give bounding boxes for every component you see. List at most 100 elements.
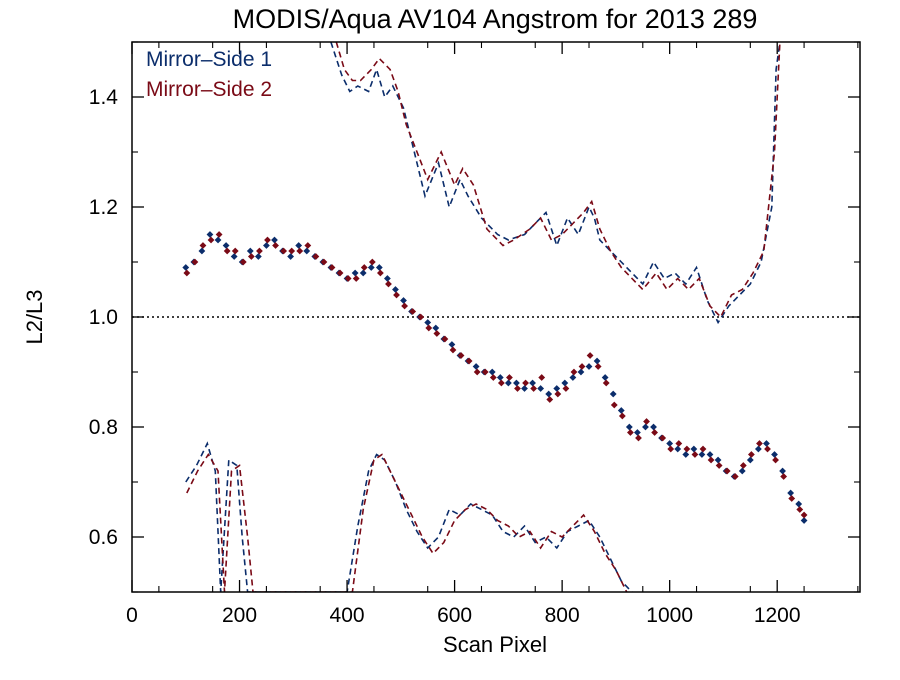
axes: 0 200 400 600 800 1000 1200 0.6 0.8 1.0 1.2 1.4 (89, 41, 861, 627)
data-point-s2-24 (377, 269, 384, 277)
data-point-s2-66 (715, 462, 723, 469)
y-axis-label: L2/L3 (22, 289, 47, 344)
data-point-s1-69 (738, 467, 746, 475)
x-tick-label: 1200 (754, 604, 801, 627)
data-point-s2-27 (401, 302, 408, 310)
data-point-s2-3 (207, 236, 215, 244)
plot-area (132, 42, 860, 592)
x-tick-label: 400 (330, 604, 365, 627)
data-point-s2-41 (514, 385, 521, 392)
data-point-s2-29 (417, 313, 425, 321)
bound-lower-line-2 (186, 452, 628, 592)
data-point-s2-46 (554, 390, 562, 398)
data-point-s1-76 (795, 500, 803, 508)
data-point-s2-14 (296, 247, 304, 255)
data-point-s1-72 (763, 440, 770, 447)
data-point-s1-14 (295, 242, 303, 249)
data-point-s2-56 (635, 434, 642, 442)
data-point-s1-0 (182, 264, 190, 271)
data-point-s1-75 (787, 489, 795, 497)
data-point-s2-34 (457, 352, 465, 359)
data-point-s1-31 (432, 324, 440, 332)
data-point-s2-63 (691, 451, 699, 458)
data-point-s2-62 (683, 445, 691, 453)
data-point-s2-2 (199, 242, 207, 249)
data-point-s2-48 (570, 368, 578, 376)
data-point-s2-57 (643, 418, 650, 425)
data-point-s1-52 (601, 374, 609, 381)
data-point-s2-8 (247, 253, 255, 260)
data-point-s2-39 (497, 379, 505, 387)
data-point-s1-60 (666, 440, 674, 447)
data-point-s1-15 (303, 247, 311, 255)
data-point-s1-2 (198, 247, 206, 255)
data-point-s1-57 (642, 423, 649, 431)
data-point-s2-60 (667, 445, 675, 453)
data-point-s1-71 (754, 445, 762, 453)
data-point-s1-4 (214, 236, 222, 244)
data-point-s2-54 (618, 412, 626, 420)
data-point-s2-67 (723, 467, 731, 475)
data-point-s1-74 (779, 467, 786, 475)
chart-title: MODIS/Aqua AV104 Angstrom for 2013 289 (233, 4, 758, 34)
y-tick-label: 1.2 (89, 196, 118, 219)
data-point-s1-26 (392, 286, 399, 293)
data-point-s2-45 (546, 396, 554, 403)
data-point-s2-6 (231, 247, 239, 255)
data-point-s2-72 (764, 445, 771, 453)
data-point-s1-10 (263, 242, 270, 249)
data-point-s1-38 (488, 368, 496, 376)
data-point-s2-75 (788, 495, 796, 502)
x-tick-label: 1000 (646, 604, 693, 627)
y-tick-label: 0.6 (89, 526, 118, 549)
data-point-s2-12 (280, 247, 288, 255)
data-point-s1-48 (569, 374, 577, 381)
data-point-s2-9 (256, 247, 263, 255)
data-point-s2-44 (538, 374, 546, 381)
data-point-s2-69 (739, 462, 747, 469)
data-point-s1-5 (222, 242, 230, 249)
data-point-s1-61 (674, 445, 682, 453)
bound-upper-line-2 (335, 42, 781, 319)
data-point-s2-17 (320, 258, 328, 266)
data-point-s2-26 (393, 291, 400, 299)
data-point-s1-53 (609, 390, 617, 398)
data-point-s2-18 (328, 264, 336, 271)
x-tick-label: 600 (437, 604, 472, 627)
bound-lower-line-1 (185, 441, 633, 592)
data-point-s2-47 (562, 385, 570, 392)
bound-upper-line-1 (330, 42, 781, 325)
data-point-s1-9 (254, 253, 262, 260)
plot-frame (131, 41, 861, 593)
data-point-s2-70 (747, 451, 755, 458)
data-point-s1-33 (448, 341, 456, 348)
data-point-s1-40 (504, 379, 512, 387)
data-point-s2-28 (409, 308, 417, 315)
data-point-s1-39 (496, 374, 504, 381)
data-point-s2-16 (312, 253, 320, 260)
data-point-s1-43 (529, 379, 536, 387)
data-point-s1-45 (545, 390, 553, 398)
data-point-s2-50 (586, 352, 594, 359)
data-point-s2-30 (425, 324, 433, 332)
data-point-s1-56 (634, 429, 641, 436)
data-point-s2-76 (796, 506, 804, 513)
data-point-s2-0 (183, 269, 191, 277)
data-point-s2-61 (675, 440, 683, 447)
y-tick-label: 1.4 (89, 86, 119, 109)
legend: Mirror–Side 1 Mirror–Side 2 (146, 48, 272, 101)
data-point-s2-42 (522, 379, 529, 387)
legend-label-mirror-side-2: Mirror–Side 2 (146, 78, 272, 101)
data-point-s2-40 (506, 374, 513, 381)
data-point-s1-27 (400, 297, 407, 304)
data-point-s2-43 (530, 385, 538, 392)
data-point-s1-11 (271, 236, 278, 244)
data-point-s1-70 (746, 456, 754, 464)
data-point-s2-32 (441, 335, 449, 343)
data-point-s2-1 (191, 258, 199, 266)
data-point-s1-77 (800, 517, 808, 524)
data-point-s2-51 (594, 363, 602, 370)
data-point-s2-49 (578, 363, 586, 370)
